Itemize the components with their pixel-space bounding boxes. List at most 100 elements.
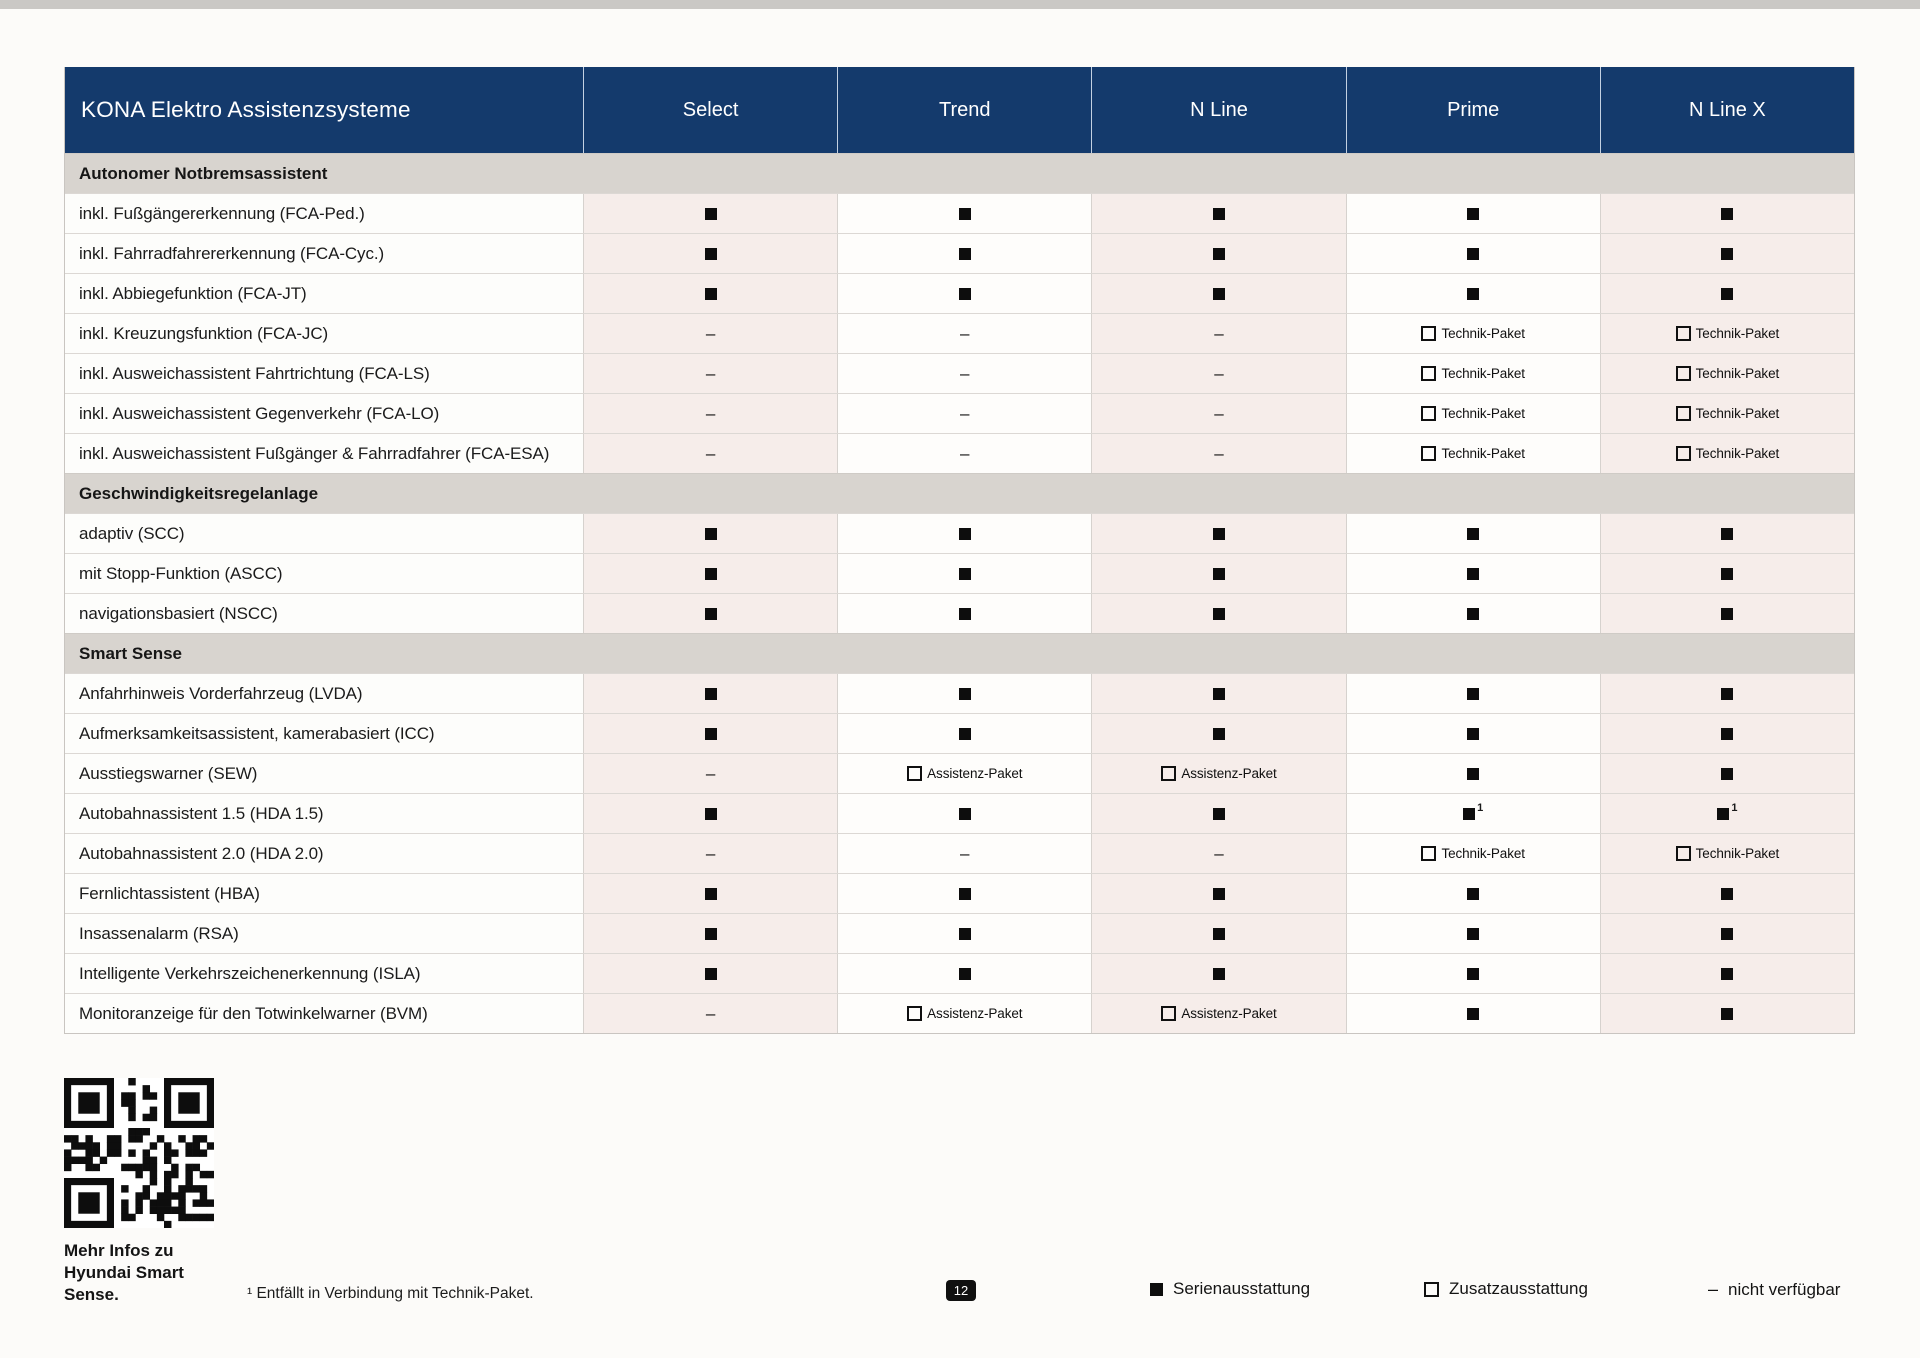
standard-equipment-icon — [1467, 1007, 1480, 1020]
value-cell-trend: Assistenz-Paket — [837, 754, 1092, 793]
feature-label: Ausstiegswarner (SEW) — [79, 763, 258, 783]
not-available-dash: – — [960, 403, 970, 423]
package-label: Technik-Paket — [1441, 846, 1525, 861]
feature-row: Anfahrhinweis Vorderfahrzeug (LVDA) — [65, 673, 1854, 713]
value-cell-n-line — [1091, 194, 1346, 233]
standard-equipment-icon — [1721, 727, 1734, 740]
standard-equipment-icon — [958, 567, 971, 580]
value-cell-n-line-x — [1599, 554, 1854, 593]
standard-equipment-icon — [1212, 727, 1225, 740]
package-label: Technik-Paket — [1695, 446, 1780, 461]
value-cell-prime — [1345, 994, 1600, 1033]
feature-label: inkl. Ausweichassistent Gegenverkehr (FC… — [79, 403, 440, 423]
value-cell-trend — [837, 274, 1092, 313]
package-checkbox-icon — [1675, 366, 1691, 381]
value-cell-trend — [837, 874, 1092, 913]
value-cell-trend — [837, 194, 1092, 233]
value-cell-n-line-x — [1599, 914, 1854, 953]
standard-equipment-icon — [958, 607, 971, 620]
value-cell-n-line-x: Technik-Paket — [1599, 834, 1854, 873]
filled-square-icon — [1150, 1282, 1163, 1296]
package-label: Assistenz-Paket — [927, 766, 1023, 781]
feature-row: inkl. Fußgängererkennung (FCA-Ped.) — [65, 193, 1854, 233]
value-cell-select: – — [583, 354, 838, 393]
value-cell-select — [583, 874, 838, 913]
value-cell-prime — [1345, 754, 1600, 793]
value-cell-n-line-x — [1599, 274, 1854, 313]
value-cell-trend: – — [837, 434, 1092, 473]
value-cell-n-line — [1091, 594, 1346, 633]
outline-square-glyph — [1424, 1281, 1439, 1297]
standard-equipment-icon — [1721, 927, 1734, 940]
package-checkbox-icon — [907, 766, 923, 781]
value-cell-trend: – — [837, 394, 1092, 433]
value-cell-n-line — [1091, 274, 1346, 313]
value-cell-prime — [1345, 514, 1600, 553]
standard-equipment-icon — [1721, 687, 1734, 700]
standard-equipment-icon — [958, 207, 971, 220]
standard-equipment-icon — [1721, 887, 1734, 900]
column-header-trend: Trend — [837, 67, 1091, 153]
value-cell-n-line-x — [1599, 994, 1854, 1033]
value-cell-select — [583, 234, 838, 273]
value-cell-n-line: – — [1091, 354, 1346, 393]
feature-row: Ausstiegswarner (SEW) – Assistenz-Paket Ass… — [65, 753, 1854, 793]
feature-row: navigationsbasiert (NSCC) — [65, 593, 1854, 633]
standard-equipment-icon — [1212, 887, 1225, 900]
value-cell-trend: – — [837, 834, 1092, 873]
package-label: Technik-Paket — [1441, 366, 1525, 381]
value-cell-n-line-x — [1599, 514, 1854, 553]
standard-equipment-icon — [958, 967, 971, 980]
package-checkbox-icon — [1421, 846, 1437, 861]
value-cell-select: – — [583, 754, 838, 793]
table-header: KONA Elektro Assistenzsysteme Select Tren… — [65, 67, 1854, 153]
feature-row: Autobahnassistent 1.5 (HDA 1.5) 1 1 — [65, 793, 1854, 833]
value-cell-trend: Assistenz-Paket — [837, 994, 1092, 1033]
legend-label: Serienausstattung — [1173, 1279, 1311, 1298]
value-cell-select: – — [583, 434, 838, 473]
feature-row: inkl. Kreuzungsfunktion (FCA-JC) – – – Techn… — [65, 313, 1854, 353]
value-cell-n-line: – — [1091, 394, 1346, 433]
value-cell-n-line-x — [1599, 954, 1854, 993]
standard-equipment-icon — [1212, 967, 1225, 980]
value-cell-n-line: – — [1091, 314, 1346, 353]
standard-equipment-icon — [958, 247, 971, 260]
not-available-dash: – — [960, 443, 970, 463]
package-checkbox-icon — [1161, 1006, 1177, 1021]
not-available-dash: – — [1214, 843, 1224, 863]
value-cell-select — [583, 274, 838, 313]
standard-equipment-icon — [1467, 247, 1480, 260]
value-cell-prime — [1345, 714, 1600, 753]
standard-equipment-icon — [1467, 207, 1480, 220]
feature-label: Aufmerksamkeitsassistent, kamerabasiert … — [79, 723, 435, 743]
feature-label: Fernlichtassistent (HBA) — [79, 883, 260, 903]
qr-caption: Mehr Infos zu Hyundai Smart Sense. — [64, 1241, 184, 1304]
package-checkbox-icon — [1675, 406, 1691, 421]
standard-equipment-icon — [704, 927, 717, 940]
standard-equipment-icon — [1467, 927, 1480, 940]
value-cell-prime: Technik-Paket — [1345, 354, 1600, 393]
qr-code-image — [64, 1078, 215, 1229]
feature-label: inkl. Ausweichassistent Fahrtrichtung (F… — [79, 363, 430, 383]
value-cell-n-line: – — [1091, 434, 1346, 473]
legend-label: Zusatzausstattung — [1449, 1279, 1588, 1298]
value-cell-prime — [1345, 914, 1600, 953]
not-available-dash: – — [705, 363, 716, 383]
feature-label: mit Stopp-Funktion (ASCC) — [79, 563, 283, 583]
page-number-badge: 12 — [946, 1280, 976, 1301]
package-label: Technik-Paket — [1695, 846, 1780, 861]
standard-equipment-icon — [1721, 247, 1734, 260]
standard-equipment-icon — [1467, 767, 1480, 780]
standard-equipment-icon — [958, 927, 971, 940]
value-cell-n-line-x: Technik-Paket — [1599, 394, 1854, 433]
legend: Serienausstattung Zusatzausstattung – nicht… — [0, 1279, 1920, 1309]
not-available-dash: – — [705, 403, 716, 423]
feature-row: Insassenalarm (RSA) — [65, 913, 1854, 953]
value-cell-select — [583, 914, 838, 953]
value-cell-select — [583, 554, 838, 593]
package-checkbox-icon — [1161, 766, 1177, 781]
value-cell-prime — [1345, 674, 1600, 713]
footnote-superscript: 1 — [1477, 801, 1484, 814]
value-cell-n-line — [1091, 674, 1346, 713]
standard-equipment-icon — [1212, 287, 1225, 300]
